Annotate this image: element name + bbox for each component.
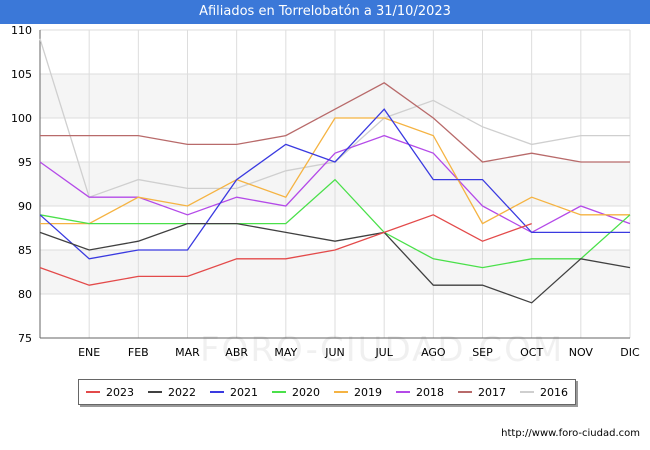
x-tick-label: JUN: [324, 346, 345, 359]
legend-label: 2020: [292, 385, 320, 399]
series-line-2022: [39, 222, 631, 304]
source-url: http://www.foro-ciudad.com: [501, 428, 640, 439]
legend-item-2021: 2021: [210, 386, 258, 399]
legend: 2023 2022 2021 2020 2019 2018 2017 2016: [78, 379, 576, 405]
legend-item-2019: 2019: [334, 386, 382, 399]
legend-swatch: [334, 391, 348, 393]
series-line-2019: [40, 117, 630, 225]
axes: [39, 30, 630, 339]
series-line-2017: [40, 82, 630, 163]
y-tick-label: 75: [18, 332, 32, 345]
x-tick-label: JUL: [374, 346, 393, 359]
legend-item-2017: 2017: [458, 386, 506, 399]
legend-item-2022: 2022: [148, 386, 196, 399]
legend-label: 2019: [354, 385, 382, 399]
y-tick-label: 110: [11, 24, 32, 37]
legend-swatch: [458, 391, 472, 393]
y-tick-label: 90: [18, 200, 32, 213]
x-tick-label: OCT: [520, 346, 543, 359]
legend-item-2018: 2018: [396, 386, 444, 399]
legend-swatch: [272, 391, 286, 393]
y-tick-label: 100: [11, 112, 32, 125]
series-line-2020: [39, 178, 631, 269]
y-tick-labels: 75 80 85 90 95 100 105 110: [11, 24, 32, 345]
x-tick-label: NOV: [569, 346, 594, 359]
series-line-2021: [39, 108, 630, 260]
legend-label: 2021: [230, 385, 258, 399]
y-tick-label: 85: [18, 244, 32, 257]
legend-swatch: [396, 391, 410, 393]
legend-swatch: [210, 391, 224, 393]
legend-item-2020: 2020: [272, 386, 320, 399]
legend-item-2016: 2016: [520, 386, 568, 399]
legend-swatch: [148, 391, 162, 393]
x-tick-label: ABR: [225, 346, 248, 359]
x-tick-label: ENE: [78, 346, 100, 359]
series-line-2023: [39, 214, 532, 286]
x-tick-label: FEB: [128, 346, 149, 359]
legend-swatch: [520, 391, 534, 393]
x-tick-label: MAR: [175, 346, 200, 359]
series-lines: [39, 38, 631, 304]
legend-item-2023: 2023: [86, 386, 134, 399]
x-tick-label: DIC: [620, 346, 640, 359]
legend-label: 2023: [106, 385, 134, 399]
x-tick-label: MAY: [274, 346, 297, 359]
legend-swatch: [86, 391, 100, 393]
chart-title: Afiliados en Torrelobatón a 31/10/2023: [0, 0, 650, 24]
x-tick-label: AGO: [421, 346, 446, 359]
y-tick-label: 105: [11, 68, 32, 81]
legend-label: 2018: [416, 385, 444, 399]
legend-label: 2016: [540, 385, 568, 399]
x-tick-labels: ENE FEB MAR ABR MAY JUN JUL AGO SEP OCT NOV DIC: [78, 346, 640, 359]
legend-label: 2017: [478, 385, 506, 399]
legend-label: 2022: [168, 385, 196, 399]
x-tick-label: SEP: [472, 346, 493, 359]
y-tick-label: 80: [18, 288, 32, 301]
y-tick-label: 95: [18, 156, 32, 169]
